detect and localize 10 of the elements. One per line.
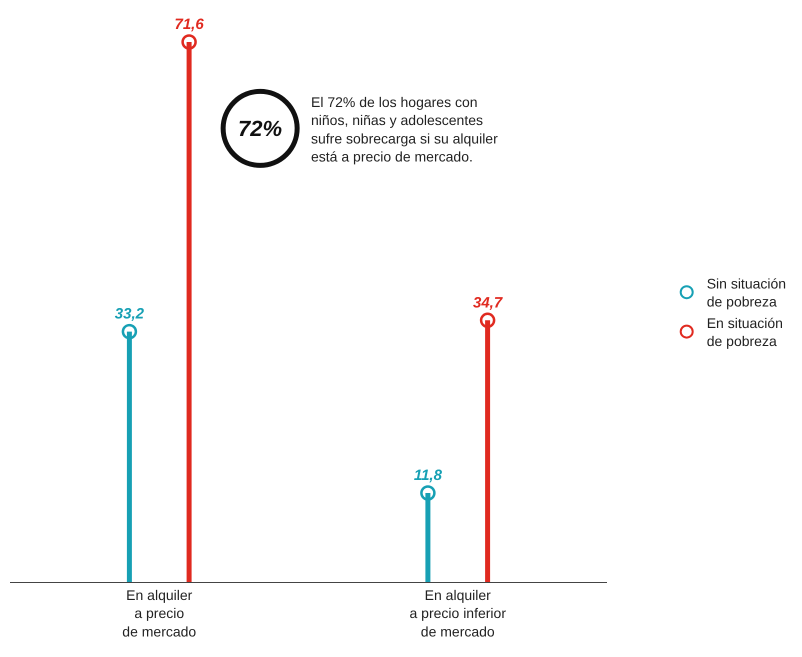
x-tick-label: En alquiler a precio de mercado — [122, 586, 196, 640]
data-label: 11,8 — [414, 467, 443, 484]
data-label: 71,6 — [174, 16, 204, 34]
data-label: 33,2 — [114, 306, 145, 323]
data-label: 34,7 — [473, 294, 503, 312]
x-tick-label: En alquiler a precio inferior de mercado — [410, 586, 506, 640]
annotation: El 72% de los hogares con niños, niñas y adolescentes sufre sobrecarga si su alquiler está a precio de mercado. — [311, 94, 498, 165]
annotation: 72% — [238, 116, 282, 141]
legend-label: En situación de pobreza — [706, 314, 783, 350]
legend-label: Sin situación de pobreza — [706, 276, 786, 310]
